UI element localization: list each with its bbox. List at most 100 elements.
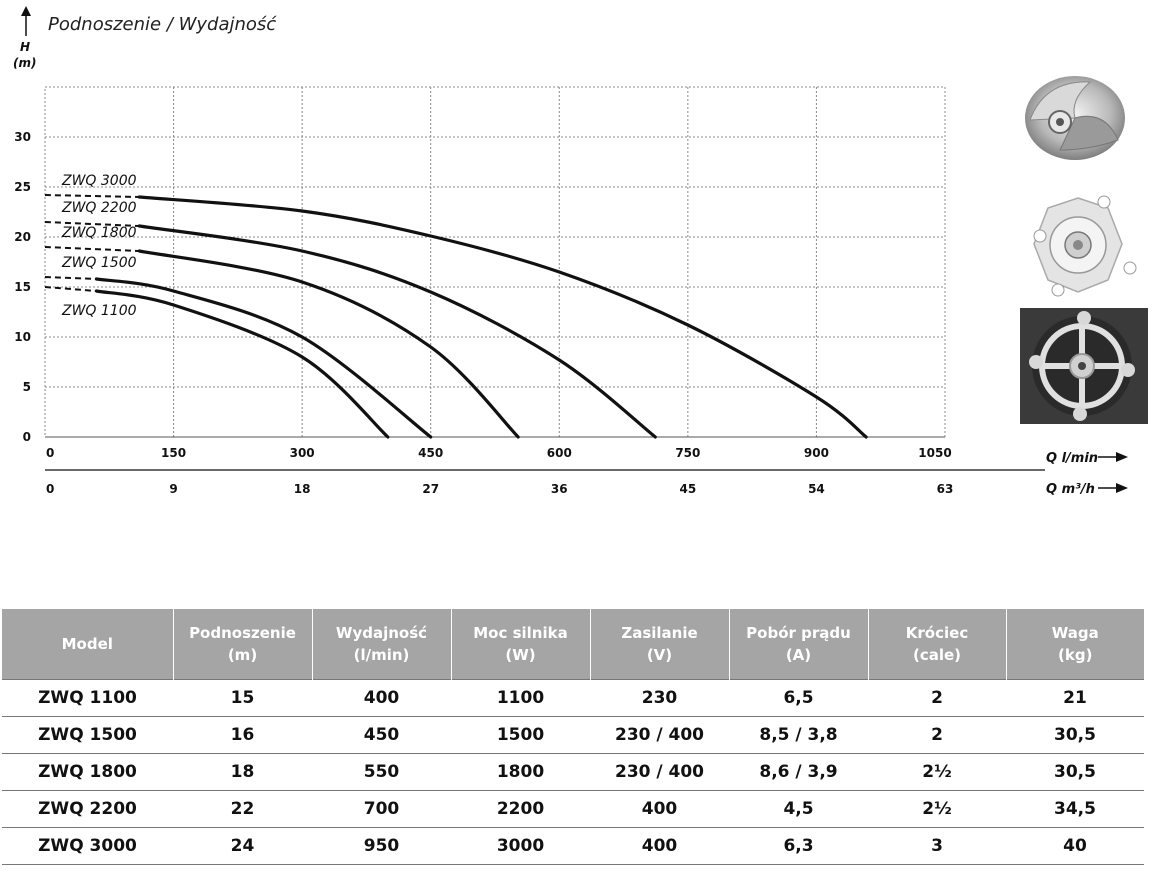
table-cell: 2	[868, 716, 1006, 754]
table-cell: 4,5	[729, 790, 868, 828]
column-header-title: Pobór prądu	[746, 624, 851, 642]
table-cell: 15	[173, 679, 312, 717]
curve-dashed-segment	[44, 194, 140, 198]
series-label: ZWQ 2200	[61, 200, 137, 216]
table-cell: 950	[312, 827, 451, 865]
table-row: ZWQ 1100 15 400 1100 230 6,5 2 21	[2, 679, 1144, 717]
column-header-title: Wydajność	[335, 624, 428, 642]
table-cell: 30,5	[1006, 716, 1144, 754]
table-cell: 16	[173, 716, 312, 754]
table-cell: 6,5	[729, 679, 868, 717]
table-row: ZWQ 2200 22 700 2200 400 4,5 2½ 34,5	[2, 790, 1144, 828]
x-secondary-tick-labels: 0 9 18 27 36 45 54 63	[46, 482, 953, 496]
table-cell: ZWQ 1100	[2, 679, 173, 717]
x-tick-label: 1050	[918, 446, 951, 460]
table-cell: 21	[1006, 679, 1144, 717]
x-tick-labels: 0 150 300 450 600 750 900 1050	[46, 446, 952, 460]
y-tick-label: 25	[14, 180, 31, 194]
table-cell: 2	[868, 679, 1006, 717]
curve-zwq-3000	[137, 195, 868, 439]
table-cell: 230 / 400	[590, 716, 729, 754]
table-cell: ZWQ 2200	[2, 790, 173, 828]
chart-title: Podnoszenie / Wydajność	[48, 14, 277, 35]
table-cell: 400	[312, 679, 451, 717]
column-header-title: Moc silnika	[473, 624, 568, 642]
column-header: Waga (kg)	[1006, 609, 1144, 680]
x-secondary-tick-label: 0	[46, 482, 54, 496]
x-secondary-tick-label: 45	[680, 482, 697, 496]
x-tick-label: 300	[290, 446, 315, 460]
pump-curve-chart: Podnoszenie / Wydajność H (m) 0 5 10 15 20 25…	[13, 6, 1148, 497]
column-header: Model	[2, 609, 174, 680]
table-cell: 2½	[868, 790, 1006, 828]
x-secondary-tick-label: 63	[937, 482, 954, 496]
table-cell: 2½	[868, 753, 1006, 791]
x-tick-label: 150	[161, 446, 186, 460]
series-label: ZWQ 1800	[61, 225, 137, 241]
y-axis-label: H	[20, 40, 30, 54]
curve-zwq-1800	[137, 249, 520, 439]
x-axis-label: Q l/min	[1046, 451, 1098, 466]
x-secondary-tick-label: 9	[169, 482, 177, 496]
x-tick-label: 450	[418, 446, 443, 460]
table-cell: 2200	[451, 790, 590, 828]
table-row: ZWQ 1500 16 450 1500 230 / 400 8,5 / 3,8 2 30,5	[2, 716, 1144, 754]
diffuser-photo	[1033, 195, 1137, 297]
y-tick-label: 10	[14, 330, 31, 344]
x-secondary-axis-label: Q m³/h	[1046, 482, 1095, 497]
curve-dashed-segment	[44, 276, 97, 280]
x-secondary-tick-label: 54	[808, 482, 825, 496]
table-cell: 550	[312, 753, 451, 791]
table-cell: 400	[590, 790, 729, 828]
table-header-row: Model Podnoszenie (m) Wydajność (l/min) Moc s…	[2, 609, 1144, 680]
y-tick-label: 30	[14, 130, 31, 144]
chart-grid	[44, 86, 1045, 471]
column-header-unit: (A)	[785, 646, 812, 664]
table-cell: 3	[868, 827, 1006, 865]
column-header-unit: (cale)	[912, 646, 962, 664]
table-cell: ZWQ 3000	[2, 827, 173, 865]
series-label: ZWQ 1500	[61, 255, 137, 271]
column-header: Podnoszenie (m)	[173, 609, 313, 680]
table-cell: 3000	[451, 827, 590, 865]
table-cell: 34,5	[1006, 790, 1144, 828]
x-tick-label: 600	[547, 446, 572, 460]
curve-zwq-1100	[94, 289, 390, 439]
pump-curves	[44, 194, 868, 439]
table-cell: 24	[173, 827, 312, 865]
y-axis-unit: (m)	[13, 56, 36, 70]
table-cell: 40	[1006, 827, 1144, 865]
column-header-title: Waga	[1051, 624, 1099, 642]
column-header: Zasilanie (V)	[590, 609, 730, 680]
curve-dashed-segment	[44, 246, 140, 252]
curve-zwq-1500	[94, 277, 433, 439]
impeller-photo	[1025, 76, 1125, 160]
x-secondary-tick-label: 18	[294, 482, 311, 496]
plot-frame	[44, 86, 946, 438]
series-label: ZWQ 1100	[61, 303, 137, 319]
pump-base-photo	[1020, 308, 1148, 424]
spec-table: Model Podnoszenie (m) Wydajność (l/min) Moc s…	[2, 609, 1144, 865]
table-cell: 230 / 400	[590, 753, 729, 791]
y-tick-labels: 0 5 10 15 20 25 30	[14, 130, 31, 444]
table-cell: 6,3	[729, 827, 868, 865]
x-tick-label: 0	[46, 446, 54, 460]
table-cell: 400	[590, 827, 729, 865]
table-cell: 450	[312, 716, 451, 754]
column-header-unit: (V)	[646, 646, 673, 664]
series-label: ZWQ 3000	[61, 173, 137, 189]
table-cell: 8,6 / 3,9	[729, 753, 868, 791]
table-cell: 1500	[451, 716, 590, 754]
column-header-title: Model	[61, 635, 113, 653]
x-secondary-tick-label: 36	[551, 482, 568, 496]
column-header-unit: (m)	[227, 646, 258, 664]
curve-dashed-segment	[44, 286, 97, 292]
column-header: Moc silnika (W)	[451, 609, 591, 680]
table-row: ZWQ 1800 18 550 1800 230 / 400 8,6 / 3,9 2½ 30,…	[2, 753, 1144, 791]
column-header-unit: (W)	[505, 646, 536, 664]
column-header-unit: (l/min)	[353, 646, 410, 664]
table-cell: 1100	[451, 679, 590, 717]
y-tick-label: 20	[14, 230, 31, 244]
h-axis-arrow-icon	[21, 6, 31, 36]
y-tick-label: 0	[23, 430, 31, 444]
